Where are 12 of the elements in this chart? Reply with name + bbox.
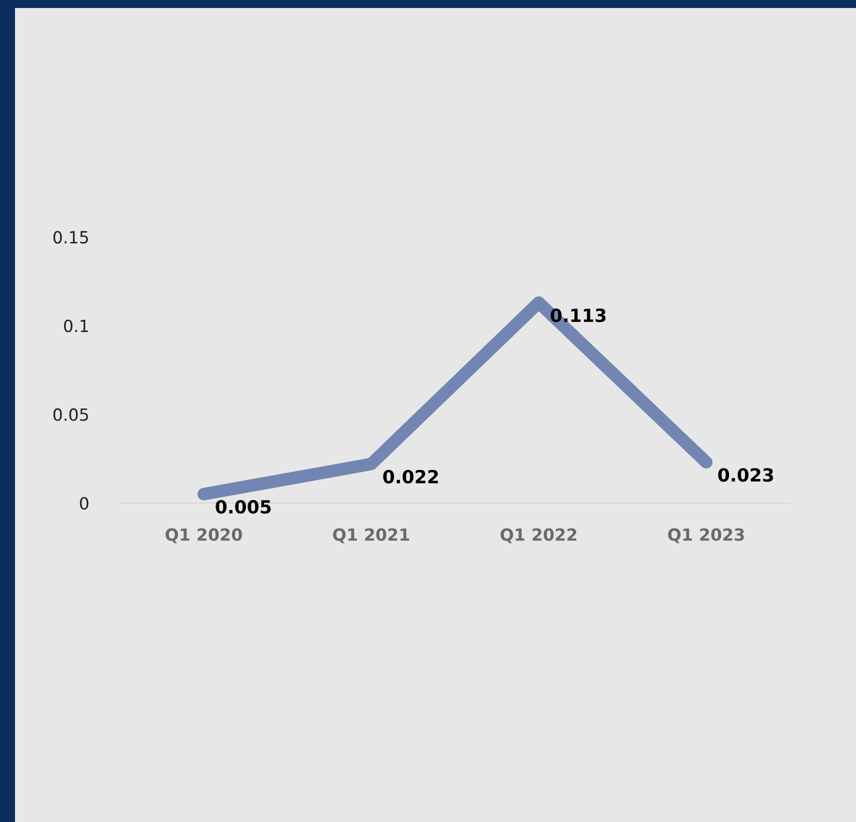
y-tick-label: 0.05 [53,408,88,421]
x-tick-label: Q1 2022 [500,528,576,544]
data-label: 0.005 [216,500,271,514]
data-label: 0.113 [550,308,606,322]
y-tick-label: 0 [80,496,88,510]
x-tick-label: Q1 2021 [333,528,410,544]
data-label: 0.023 [718,468,774,482]
data-label: 0.022 [383,470,438,484]
y-tick-label: 0.1 [64,320,88,332]
x-tick-label: Q1 2020 [166,528,242,544]
y-tick-label: 0.15 [53,230,88,244]
x-tick-label: Q1 2023 [668,528,744,544]
